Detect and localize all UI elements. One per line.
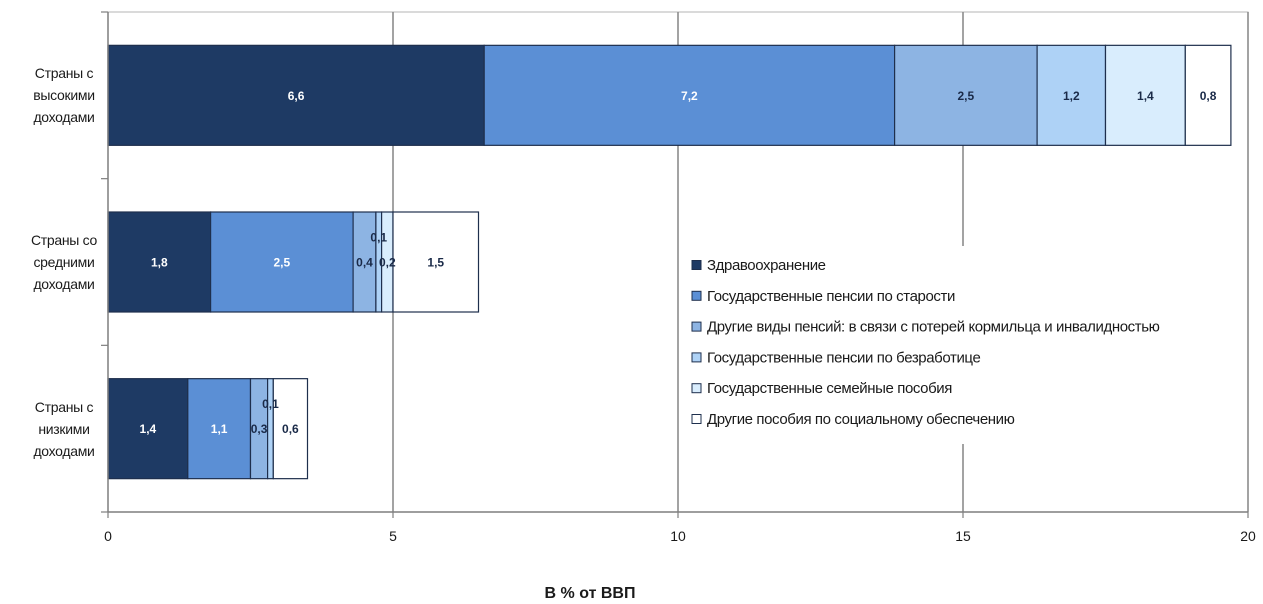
legend-swatch xyxy=(691,414,702,424)
x-tick-label: 20 xyxy=(1240,528,1256,544)
data-label: 0,3 xyxy=(251,422,268,436)
bar-3-segment-4 xyxy=(267,378,274,480)
legend-item: Здравоохранение xyxy=(691,257,826,274)
data-label: 0,4 xyxy=(356,256,373,270)
bar-2 xyxy=(107,211,480,313)
bar-2-segment-2 xyxy=(210,211,354,313)
bar-1-segment-5 xyxy=(1104,44,1186,146)
category-label: Страны с низкими доходами xyxy=(33,398,95,459)
data-label: 0,8 xyxy=(1200,89,1217,103)
legend-item: Другие пособия по социальному обеспечени… xyxy=(691,411,1015,428)
data-label: 2,5 xyxy=(274,256,291,270)
legend-item: Государственные семейные пособия xyxy=(691,380,953,397)
data-label: 1,1 xyxy=(211,422,228,436)
bar-3 xyxy=(107,378,309,480)
legend-item: Государственные пенсии по старости xyxy=(691,288,955,305)
data-label: 0,2 xyxy=(379,256,396,270)
legend-background xyxy=(686,246,1246,444)
legend-label: Государственные пенсии по безработице xyxy=(707,349,980,366)
data-label: 6,6 xyxy=(288,89,305,103)
legend-item: Другие виды пенсий: в связи с потерей ко… xyxy=(691,319,1160,336)
bar-1 xyxy=(107,44,1232,146)
data-label: 0,1 xyxy=(262,397,279,411)
legend-swatch xyxy=(691,352,702,363)
legend-swatch xyxy=(691,321,702,332)
legend-label: Государственные семейные пособия xyxy=(707,380,952,397)
bar-2-segment-6 xyxy=(392,211,480,313)
data-label: 2,5 xyxy=(958,89,975,103)
category-label: Страны с высокими доходами xyxy=(33,65,95,126)
bar-3-segment-6 xyxy=(272,378,309,480)
bar-1-segment-6 xyxy=(1184,44,1232,146)
legend-item: Государственные пенсии по безработице xyxy=(691,349,981,366)
data-label: 7,2 xyxy=(681,89,698,103)
bar-1-segment-2 xyxy=(483,44,896,146)
data-label: 1,2 xyxy=(1063,89,1080,103)
x-tick-label: 10 xyxy=(670,528,686,544)
bar-3-segment-1 xyxy=(107,378,189,480)
data-label: 1,5 xyxy=(427,256,444,270)
data-label: 1,8 xyxy=(151,256,168,270)
legend-swatch xyxy=(691,383,702,394)
data-label: 0,6 xyxy=(282,422,299,436)
data-label: 1,4 xyxy=(1137,89,1154,103)
legend-label: Другие виды пенсий: в связи с потерей ко… xyxy=(707,319,1160,336)
bar-2-segment-1 xyxy=(107,211,212,313)
x-tick-label: 5 xyxy=(389,528,397,544)
legend-label: Другие пособия по социальному обеспечени… xyxy=(707,411,1015,428)
x-tick-label: 15 xyxy=(955,528,971,544)
category-label: Страны со средними доходами xyxy=(30,232,98,292)
legend-swatch xyxy=(691,260,702,270)
bar-1-segment-1 xyxy=(107,44,485,146)
data-label: 0,1 xyxy=(370,231,387,245)
x-axis-title: В % от ВВП xyxy=(545,585,636,602)
legend-label: Государственные пенсии по старости xyxy=(707,288,955,305)
data-label: 1,4 xyxy=(140,422,157,436)
bar-3-segment-2 xyxy=(187,378,252,480)
x-tick-label: 0 xyxy=(104,528,112,544)
legend-label: Здравоохранение xyxy=(707,257,826,274)
legend: Здравоохранение Государственные пенсии по… xyxy=(686,246,1246,444)
legend-swatch xyxy=(691,290,702,301)
